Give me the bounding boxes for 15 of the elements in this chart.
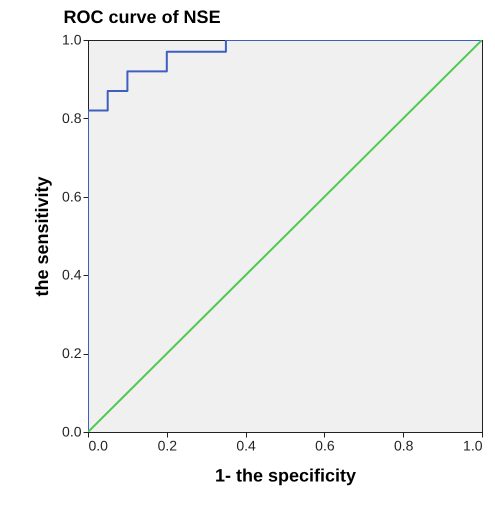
x-tick-label: 1.0 <box>463 438 483 454</box>
x-tick-label: 0.2 <box>158 438 178 454</box>
chart-title: ROC curve of NSE <box>64 7 221 27</box>
x-tick-label: 0.6 <box>315 438 335 454</box>
x-tick-label: 0.0 <box>88 438 108 454</box>
y-tick-label: 0.0 <box>62 424 82 440</box>
y-tick-label: 1.0 <box>62 32 82 48</box>
y-tick-label: 0.4 <box>62 266 82 283</box>
x-axis-title: 1- the specificity <box>214 466 356 486</box>
y-tick-label: 0.8 <box>62 110 82 126</box>
y-axis-title: the sensitivity <box>32 176 52 297</box>
y-tick-label: 0.6 <box>62 188 82 204</box>
y-tick-label: 0.2 <box>62 345 82 362</box>
x-tick-label: 0.4 <box>236 438 256 454</box>
x-tick-label: 0.8 <box>394 438 414 454</box>
